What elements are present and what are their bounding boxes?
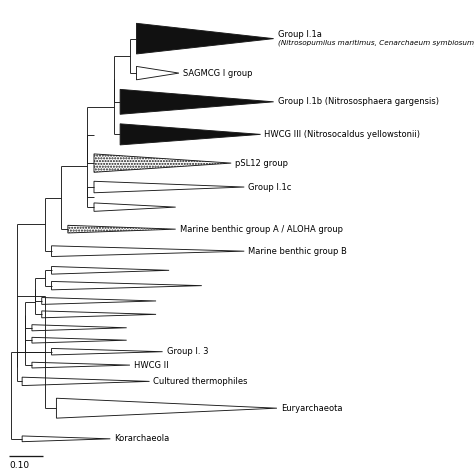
- Polygon shape: [68, 225, 176, 233]
- Text: HWCG II: HWCG II: [134, 361, 168, 370]
- Text: 0.10: 0.10: [9, 461, 29, 470]
- Text: Group I.1b (Nitrososphaera gargensis): Group I.1b (Nitrososphaera gargensis): [278, 97, 438, 106]
- Text: Marine benthic group B: Marine benthic group B: [248, 247, 347, 256]
- Polygon shape: [22, 377, 149, 386]
- Text: Cultured thermophiles: Cultured thermophiles: [154, 377, 248, 386]
- Text: Group I. 3: Group I. 3: [166, 347, 208, 356]
- Text: Group I.1c: Group I.1c: [248, 182, 292, 191]
- Polygon shape: [120, 89, 273, 114]
- Polygon shape: [120, 124, 261, 145]
- Polygon shape: [52, 266, 169, 274]
- Polygon shape: [22, 436, 110, 442]
- Text: pSL12 group: pSL12 group: [235, 159, 288, 168]
- Polygon shape: [56, 398, 277, 418]
- Polygon shape: [137, 23, 273, 54]
- Polygon shape: [32, 337, 127, 343]
- Polygon shape: [94, 181, 244, 193]
- Text: Group I.1a: Group I.1a: [278, 30, 321, 39]
- Polygon shape: [94, 203, 176, 211]
- Polygon shape: [32, 325, 127, 331]
- Text: HWCG III (Nitrosocaldus yellowstonii): HWCG III (Nitrosocaldus yellowstonii): [264, 130, 420, 139]
- Polygon shape: [42, 311, 156, 318]
- Polygon shape: [52, 281, 202, 290]
- Polygon shape: [52, 349, 163, 355]
- Polygon shape: [52, 246, 244, 256]
- Text: (Nitrosopumilus maritimus, Cenarchaeum symbiosum): (Nitrosopumilus maritimus, Cenarchaeum s…: [278, 39, 474, 46]
- Polygon shape: [137, 66, 179, 80]
- Text: Korarchaeola: Korarchaeola: [114, 434, 170, 443]
- Text: Euryarchaeota: Euryarchaeota: [281, 404, 342, 413]
- Polygon shape: [42, 297, 156, 304]
- Polygon shape: [94, 154, 231, 172]
- Polygon shape: [32, 362, 130, 368]
- Text: Marine benthic group A / ALOHA group: Marine benthic group A / ALOHA group: [180, 225, 343, 234]
- Text: SAGMCG I group: SAGMCG I group: [183, 68, 252, 77]
